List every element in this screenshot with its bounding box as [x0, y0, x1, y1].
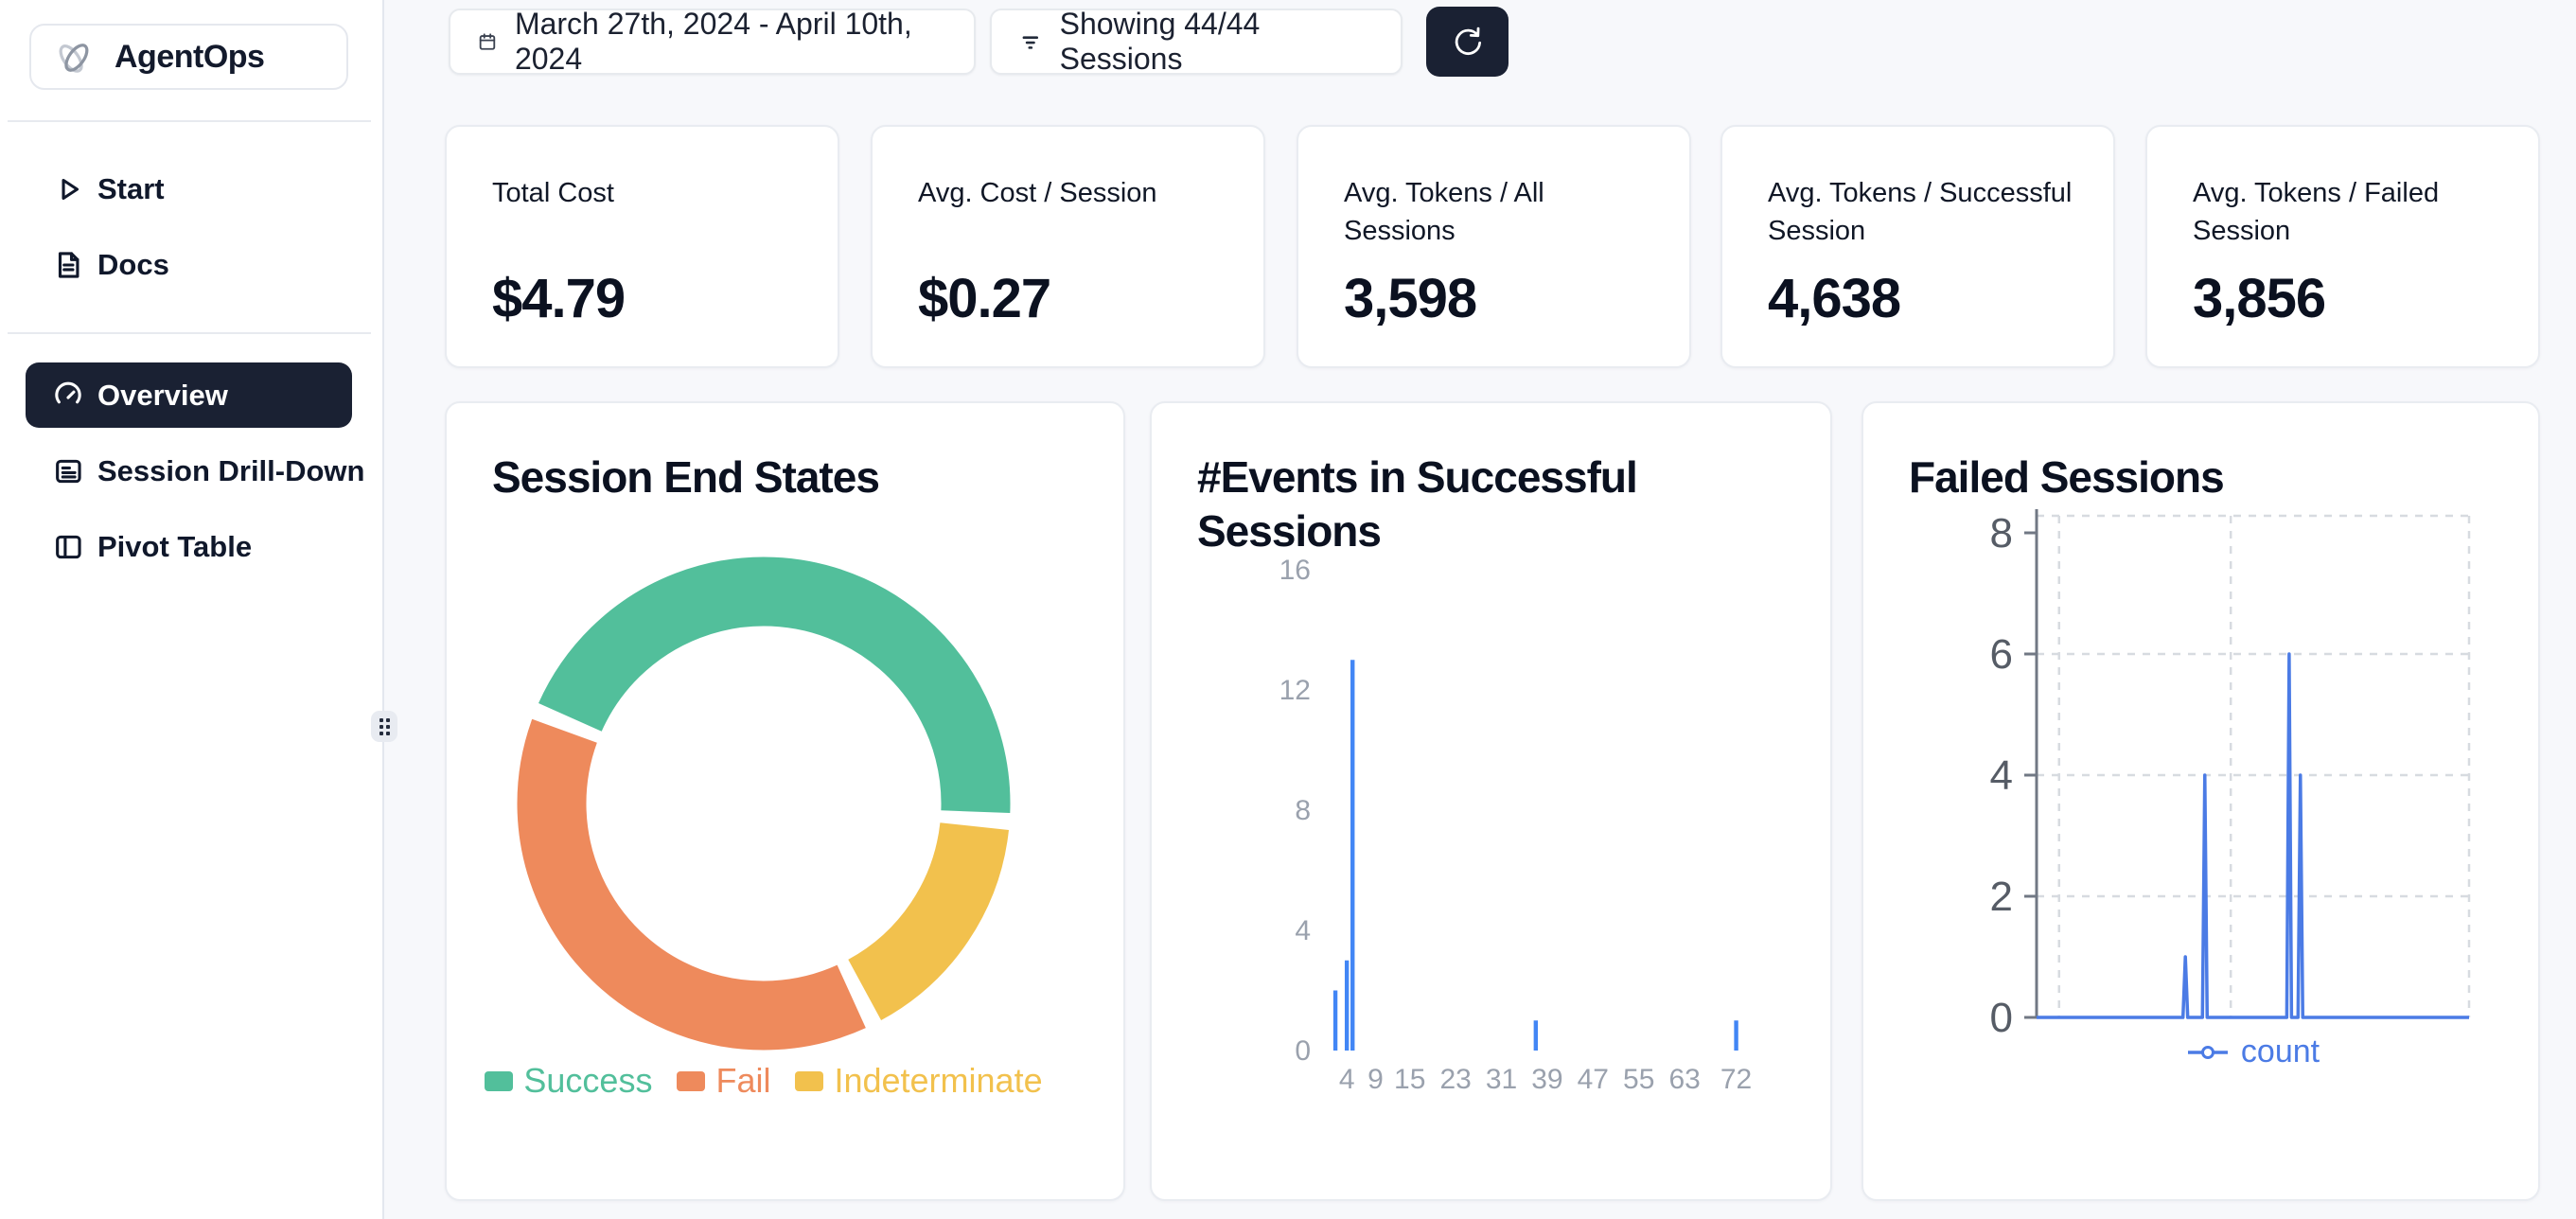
calendar-icon [479, 33, 496, 50]
sidebar-resize-handle[interactable] [371, 711, 397, 742]
y-tick-label: 12 [1279, 675, 1311, 706]
filter-icon [1022, 35, 1039, 49]
sidebar: AgentOps Start Docs Overview [0, 0, 384, 1219]
stat-label: Avg. Tokens / Successful Session [1768, 178, 2073, 246]
stat-card-avg-tokens-failed: Avg. Tokens / Failed Session 3,856 [2145, 125, 2540, 368]
sessions-filter-label: Showing 44/44 Sessions [1059, 7, 1261, 76]
x-tick-label: 23 [1439, 1064, 1471, 1095]
stat-card-avg-tokens-successful: Avg. Tokens / Successful Session 4,638 [1720, 125, 2115, 368]
chart-title: #Events in Successful Sessions [1197, 452, 1638, 556]
y-tick-label: 8 [1295, 795, 1311, 826]
stat-label: Avg. Cost / Session [918, 178, 1157, 208]
failed-sessions-line-chart[interactable]: 8 6 4 2 0 [1863, 403, 2542, 1203]
legend-swatch [485, 1070, 514, 1091]
sidebar-divider [8, 120, 371, 122]
chart-title: Failed Sessions [1909, 452, 2225, 502]
stat-label: Avg. Tokens / All Sessions [1344, 178, 1544, 246]
legend-swatch [795, 1070, 824, 1091]
stat-value: $4.79 [492, 268, 626, 329]
session-end-states-card: Session End States Success Fail Indetermin… [445, 401, 1125, 1201]
stat-label: Avg. Tokens / Failed Session [2193, 178, 2440, 246]
sidebar-item-label: Start [97, 172, 165, 205]
y-tick-label: 0 [1990, 995, 2013, 1041]
y-tick-label: 4 [1295, 915, 1311, 946]
bar-x5[interactable] [1350, 660, 1355, 1051]
count-legend-label: count [2240, 1034, 2320, 1069]
count-series-line[interactable] [2037, 652, 2469, 1019]
list-box-icon [52, 455, 84, 487]
stat-card-avg-cost-session: Avg. Cost / Session $0.27 [871, 125, 1265, 368]
agentops-logo-icon [59, 44, 89, 73]
stat-card-avg-tokens-all: Avg. Tokens / All Sessions 3,598 [1297, 125, 1691, 368]
x-tick-label: 4 [1339, 1064, 1355, 1095]
sessions-filter-button[interactable]: Showing 44/44 Sessions [990, 7, 1403, 76]
stat-label: Total Cost [492, 178, 614, 208]
chart-title: Session End States [492, 452, 880, 502]
refresh-button[interactable] [1426, 7, 1509, 77]
legend-item-fail[interactable]: Fail [677, 1061, 770, 1101]
y-tick-label: 8 [1990, 510, 2013, 556]
legend-swatch [677, 1070, 706, 1091]
sidebar-item-start[interactable]: Start [0, 159, 384, 220]
x-tick-label: 39 [1531, 1064, 1562, 1095]
count-legend-marker-icon [2187, 1045, 2228, 1059]
sidebar-divider [8, 332, 371, 334]
legend-item-success[interactable]: Success [485, 1061, 652, 1101]
sidebar-item-pivot-table[interactable]: Pivot Table [0, 517, 384, 577]
logo[interactable]: AgentOps [29, 24, 348, 90]
x-tick-label: 9 [1367, 1064, 1384, 1095]
stat-value: 4,638 [1768, 268, 1901, 329]
refresh-icon [1455, 26, 1481, 55]
x-tick-label: 15 [1394, 1064, 1425, 1095]
stat-value: $0.27 [918, 268, 1051, 329]
sidebar-item-label: Session Drill-Down [97, 454, 365, 487]
failed-sessions-card: Failed Sessions 8 6 4 2 0 count [1861, 401, 2540, 1201]
legend-label: Fail [715, 1061, 771, 1100]
gauge-icon [52, 380, 84, 412]
stat-value: 3,856 [2193, 268, 2326, 329]
stat-card-total-cost: Total Cost $4.79 [445, 125, 839, 368]
events-histogram-card: #Events in Successful Sessions 0 4 8 12 16 4 9… [1150, 401, 1832, 1201]
y-tick-label: 4 [1990, 752, 2013, 799]
donut-segment-indeterminate[interactable] [517, 556, 1011, 1051]
legend-item-indeterminate[interactable]: Indeterminate [795, 1061, 1043, 1101]
bar-x2[interactable] [1332, 990, 1338, 1051]
x-tick-label: 72 [1720, 1064, 1752, 1095]
sidebar-item-label: Overview [97, 378, 228, 412]
bar-x4[interactable] [1344, 960, 1350, 1051]
date-range-picker[interactable]: March 27th, 2024 - April 10th, 2024 [449, 7, 976, 76]
legend-label: Indeterminate [834, 1061, 1043, 1100]
stat-value: 3,598 [1344, 268, 1477, 329]
x-tick-label: 63 [1668, 1064, 1700, 1095]
y-tick-label: 2 [1990, 874, 2013, 920]
pivot-columns-icon [52, 531, 84, 563]
sidebar-item-label: Pivot Table [97, 530, 253, 563]
donut-legend: Success Fail Indeterminate [447, 1061, 1081, 1101]
x-tick-label: 55 [1623, 1064, 1654, 1095]
bar-x72[interactable] [1734, 1020, 1738, 1051]
sidebar-item-session-drill-down[interactable]: Session Drill-Down [0, 441, 384, 502]
donut-segment-success[interactable] [484, 523, 1043, 1083]
date-range-label: March 27th, 2024 - April 10th, 2024 [514, 7, 912, 76]
sidebar-item-label: Docs [97, 248, 169, 281]
y-tick-label: 6 [1990, 631, 2013, 678]
x-tick-label: 47 [1578, 1064, 1609, 1095]
document-icon [52, 249, 84, 281]
legend-label: Success [523, 1061, 653, 1100]
y-tick-label: 16 [1279, 555, 1311, 586]
x-tick-label: 31 [1486, 1064, 1517, 1095]
failed-sessions-legend[interactable]: count [2037, 1034, 2469, 1070]
y-tick-label: 0 [1295, 1035, 1311, 1067]
play-icon [52, 173, 84, 205]
session-end-states-donut-chart[interactable] [447, 403, 1127, 1203]
bar-x37[interactable] [1533, 1020, 1539, 1051]
sidebar-item-overview[interactable]: Overview [26, 362, 352, 428]
sidebar-item-docs[interactable]: Docs [0, 235, 384, 295]
logo-text: AgentOps [115, 38, 265, 75]
